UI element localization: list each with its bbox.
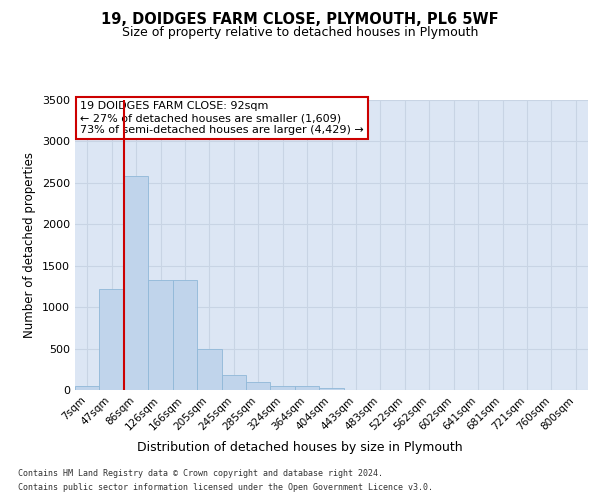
Bar — [173, 280, 197, 390]
Text: 19, DOIDGES FARM CLOSE, PLYMOUTH, PL6 5WF: 19, DOIDGES FARM CLOSE, PLYMOUTH, PL6 5W… — [101, 12, 499, 28]
Text: 19 DOIDGES FARM CLOSE: 92sqm
← 27% of detached houses are smaller (1,609)
73% of: 19 DOIDGES FARM CLOSE: 92sqm ← 27% of de… — [80, 102, 364, 134]
Bar — [319, 388, 344, 390]
Bar — [271, 386, 295, 390]
Y-axis label: Number of detached properties: Number of detached properties — [23, 152, 37, 338]
Bar — [75, 386, 100, 390]
Bar — [295, 386, 319, 390]
Text: Size of property relative to detached houses in Plymouth: Size of property relative to detached ho… — [122, 26, 478, 39]
Text: Distribution of detached houses by size in Plymouth: Distribution of detached houses by size … — [137, 441, 463, 454]
Bar — [246, 382, 271, 390]
Text: Contains HM Land Registry data © Crown copyright and database right 2024.: Contains HM Land Registry data © Crown c… — [18, 468, 383, 477]
Bar — [100, 289, 124, 390]
Bar — [148, 280, 173, 390]
Bar — [124, 176, 148, 390]
Bar — [221, 374, 246, 390]
Text: Contains public sector information licensed under the Open Government Licence v3: Contains public sector information licen… — [18, 484, 433, 492]
Bar — [197, 350, 221, 390]
